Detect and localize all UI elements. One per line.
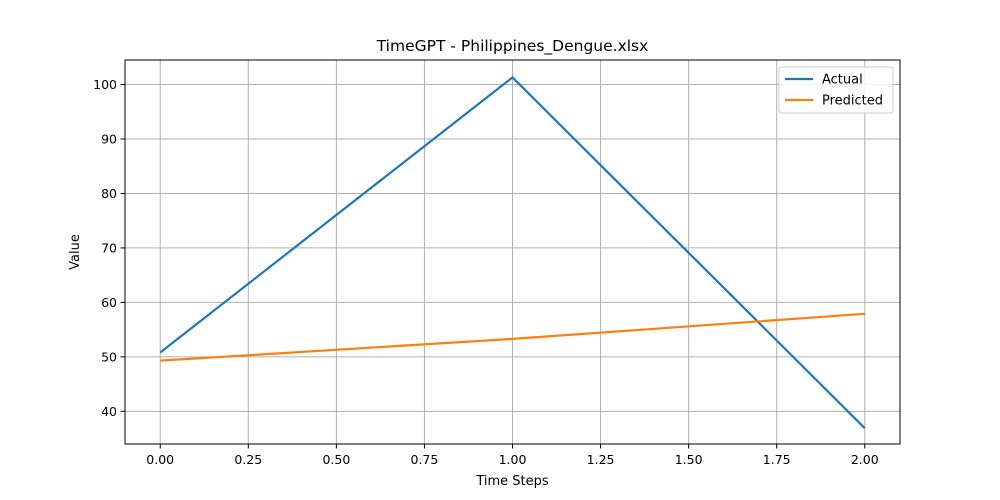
legend-label-predicted: Predicted	[822, 94, 883, 109]
grid	[125, 60, 900, 444]
x-axis-label: Time Steps	[475, 474, 549, 489]
y-tick-label: 50	[101, 349, 117, 364]
y-axis-label: Value	[68, 234, 83, 270]
y-tick-label: 80	[101, 186, 117, 201]
ticks: 0.00 0.25 0.50 0.75 1.00 1.25 1.50 1.75 2.00 40 50…	[93, 77, 879, 467]
y-tick-label: 90	[101, 131, 117, 146]
chart-title: TimeGPT - Philippines_Dengue.xlsx	[376, 37, 649, 56]
x-tick-label: 0.50	[322, 452, 350, 467]
x-tick-label: 0.25	[234, 452, 262, 467]
x-tick-label: 1.25	[587, 452, 615, 467]
series-line-predicted	[160, 312, 865, 362]
legend-label-actual: Actual	[822, 73, 863, 88]
legend: Actual Predicted	[778, 66, 894, 114]
y-tick-label: 60	[101, 295, 117, 310]
x-tick-label: 1.75	[763, 452, 791, 467]
x-tick-label: 1.00	[499, 452, 527, 467]
x-tick-label: 0.00	[146, 452, 174, 467]
x-tick-label: 0.75	[411, 452, 439, 467]
x-tick-label: 2.00	[851, 452, 879, 467]
y-tick-label: 100	[93, 77, 117, 92]
x-tick-label: 1.50	[675, 452, 703, 467]
series-lines	[159, 76, 866, 429]
y-tick-label: 70	[101, 240, 117, 255]
series-line-actual	[159, 76, 866, 429]
y-tick-label: 40	[101, 404, 117, 419]
